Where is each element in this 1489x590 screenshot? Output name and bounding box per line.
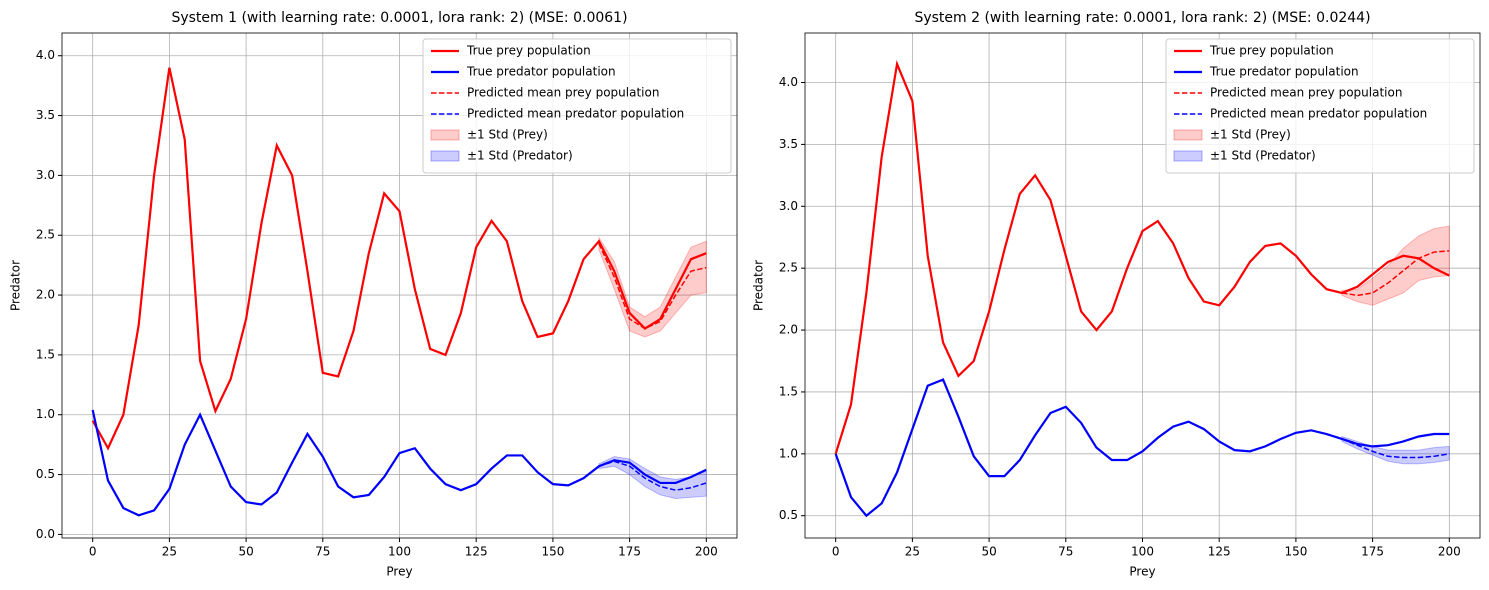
- y-tick-label: 2.0: [36, 288, 55, 302]
- x-tick-label: 175: [1361, 545, 1384, 559]
- chart-title: System 2 (with learning rate: 0.0001, lo…: [914, 10, 1370, 26]
- legend-label: Predicted mean prey population: [467, 86, 659, 100]
- std-band: [598, 235, 707, 338]
- y-tick-label: 4.0: [779, 75, 798, 89]
- std-band: [1341, 225, 1450, 306]
- y-tick-label: 1.0: [36, 407, 55, 421]
- legend-label: ±1 Std (Prey): [467, 128, 548, 142]
- x-tick-label: 75: [315, 545, 330, 559]
- legend-label: True predator population: [466, 65, 616, 79]
- legend-swatch: [430, 150, 460, 162]
- legend-label: Predicted mean prey population: [1210, 86, 1402, 100]
- subplot: 0 25 50 75 100 125 150 175 200 0.5 1.0 1.5 2.0 2.5 3.0…: [752, 10, 1481, 579]
- series-line: [834, 59, 1450, 455]
- y-axis-label: Predator: [752, 260, 766, 311]
- legend-box: [1165, 38, 1475, 174]
- x-tick-label: 0: [89, 545, 97, 559]
- y-tick-label: 3.5: [36, 108, 55, 122]
- x-tick-label: 0: [832, 545, 840, 559]
- y-tick-label: 2.5: [36, 228, 55, 242]
- x-tick-label: 100: [388, 545, 411, 559]
- series-line: [91, 67, 707, 451]
- y-axis-label: Predator: [9, 260, 23, 311]
- y-tick-label: 2.0: [779, 323, 798, 337]
- x-tick-label: 100: [1131, 545, 1154, 559]
- y-tick-label: 1.0: [779, 446, 798, 460]
- x-tick-label: 25: [162, 545, 177, 559]
- y-tick-label: 0.5: [36, 467, 55, 481]
- x-tick-label: 150: [541, 545, 564, 559]
- legend-label: ±1 Std (Prey): [1210, 128, 1291, 142]
- x-tick-label: 125: [465, 545, 488, 559]
- x-tick-label: 50: [238, 545, 253, 559]
- chart-title: System 1 (with learning rate: 0.0001, lo…: [171, 10, 627, 26]
- std-band: [1341, 435, 1450, 465]
- x-tick-label: 200: [695, 545, 718, 559]
- legend: True prey population True predator popula…: [422, 38, 732, 174]
- x-tick-label: 200: [1438, 545, 1461, 559]
- legend-label: True predator population: [1209, 65, 1359, 79]
- legend-swatch: [430, 129, 460, 141]
- legend-box: [422, 38, 732, 174]
- legend-label: Predicted mean predator population: [467, 107, 684, 121]
- series-line: [598, 460, 707, 491]
- y-tick-label: 3.0: [36, 168, 55, 182]
- y-tick-label: 4.0: [36, 48, 55, 62]
- series-line: [1341, 250, 1450, 297]
- x-tick-label: 175: [618, 545, 641, 559]
- legend-swatch: [1173, 129, 1203, 141]
- y-tick-label: 2.5: [779, 261, 798, 275]
- legend-label: ±1 Std (Predator): [1210, 149, 1316, 163]
- x-tick-label: 50: [981, 545, 996, 559]
- legend-swatch: [1173, 150, 1203, 162]
- x-axis-label: Prey: [1129, 565, 1155, 579]
- legend: True prey population True predator popula…: [1165, 38, 1475, 174]
- x-tick-label: 25: [905, 545, 920, 559]
- subplot: 0 25 50 75 100 125 150 175 200 0.0 0.5 1.0 1.5 2.0 2.5…: [9, 10, 738, 579]
- axes-frame: [804, 32, 1481, 539]
- series-line: [598, 243, 707, 330]
- y-tick-label: 3.5: [779, 137, 798, 151]
- y-tick-label: 1.5: [36, 347, 55, 361]
- axes-frame: [61, 32, 738, 539]
- x-tick-label: 125: [1208, 545, 1231, 559]
- legend-label: ±1 Std (Predator): [467, 149, 573, 163]
- legend-label: True prey population: [1209, 44, 1334, 58]
- series-line: [1341, 438, 1450, 459]
- y-tick-label: 0.0: [36, 527, 55, 541]
- y-tick-label: 1.5: [779, 384, 798, 398]
- x-tick-label: 75: [1058, 545, 1073, 559]
- y-tick-label: 3.0: [779, 199, 798, 213]
- legend-label: Predicted mean predator population: [1210, 107, 1427, 121]
- y-tick-label: 0.5: [779, 508, 798, 522]
- x-axis-label: Prey: [386, 565, 412, 579]
- legend-label: True prey population: [466, 44, 591, 58]
- x-tick-label: 150: [1284, 545, 1307, 559]
